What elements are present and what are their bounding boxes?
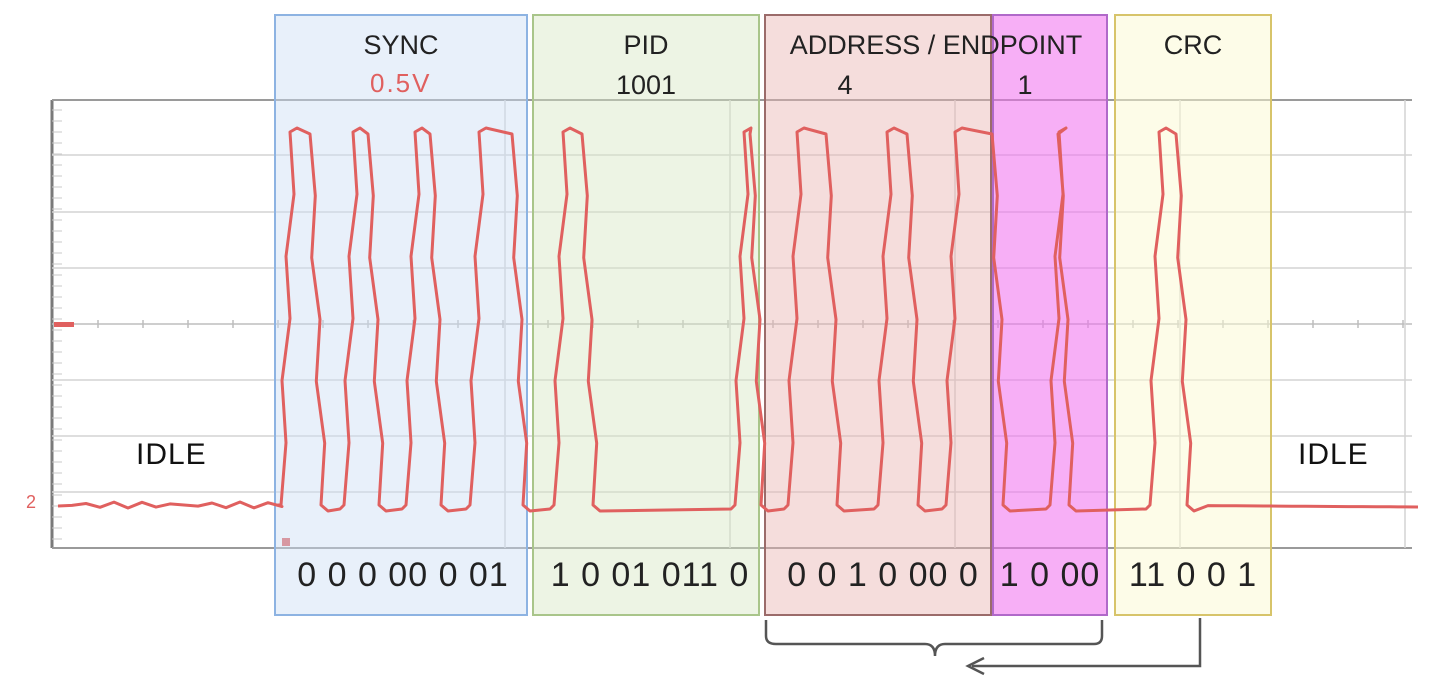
field-box-endpoint bbox=[992, 14, 1108, 616]
field-box-pid bbox=[532, 14, 760, 616]
arrow-line bbox=[972, 618, 1202, 668]
left-arrow-icon bbox=[965, 656, 985, 676]
endpoint-value: 1 bbox=[1017, 70, 1033, 100]
field-box-crc bbox=[1114, 14, 1272, 616]
field-box-sync bbox=[274, 14, 528, 616]
crc-title: CRC bbox=[1163, 30, 1223, 60]
address-endpoint-title: ADDRESS / ENDPOINT bbox=[789, 30, 1083, 60]
idle-label-left: IDLE bbox=[136, 438, 207, 471]
ground-marker: 2 bbox=[26, 492, 36, 512]
voltage-label: 0.5V bbox=[370, 68, 432, 98]
address-value: 4 bbox=[837, 70, 853, 100]
sync-bits: 0 0 0 00 0 01 bbox=[297, 556, 509, 594]
address-bits: 0 0 1 0 00 0 bbox=[787, 556, 979, 594]
pid-bits: 1 0 01 011 0 bbox=[550, 556, 750, 594]
idle-label-right: IDLE bbox=[1298, 438, 1369, 471]
field-box-address bbox=[764, 14, 992, 616]
trigger-marker bbox=[54, 322, 74, 327]
curly-brace-under-icon bbox=[764, 620, 1104, 657]
crc-bits: 11 0 0 1 bbox=[1128, 556, 1258, 594]
start-marker bbox=[282, 538, 290, 546]
signal-trace bbox=[57, 126, 1419, 513]
sync-title: SYNC bbox=[363, 30, 439, 60]
pid-value: 1001 bbox=[615, 70, 677, 100]
endpoint-bits: 1 0 00 bbox=[999, 556, 1101, 594]
pid-title: PID bbox=[623, 30, 669, 60]
